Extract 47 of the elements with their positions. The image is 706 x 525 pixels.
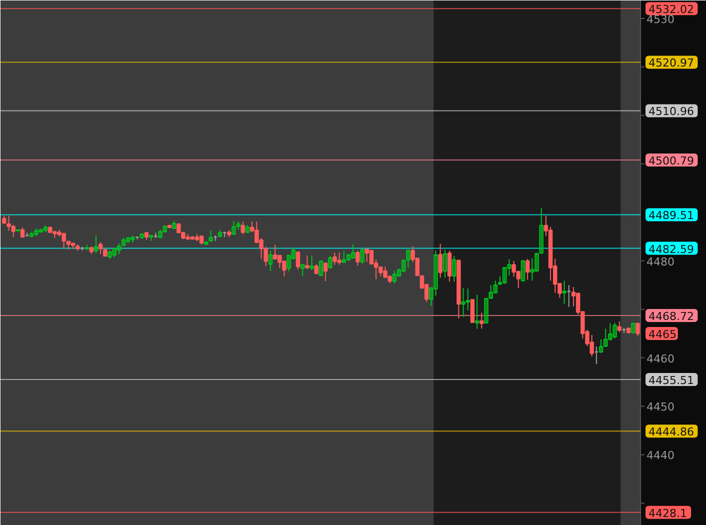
candlestick [268,250,273,272]
candlestick [350,244,356,259]
ref-line-label: 4489.51 [648,209,694,222]
ref-line-label: 4444.86 [648,426,694,439]
candlestick [369,250,374,266]
candlestick [20,226,25,238]
ref-line-label: 4520.97 [648,56,694,70]
candlestick [305,254,310,270]
candlestick [598,338,604,354]
ref-line-label: 4455.51 [648,374,694,388]
candlestick [240,221,246,235]
candlestick [617,320,622,333]
candlestick [296,251,300,270]
candlestick [356,250,360,266]
candlestick [447,250,452,282]
candlestick [208,230,213,242]
candlestick [318,260,324,276]
candlestick [342,250,346,263]
candlestick [300,264,305,277]
text: 4465 [648,328,676,342]
ref-line-label: 4468.72 [648,310,694,323]
candlestick [562,280,566,304]
candlestick [636,322,640,336]
ref-line-label: 4510.96 [648,105,694,118]
candlestick [442,249,448,278]
candlestick [525,258,530,280]
candlestick [438,243,442,278]
candlestick [520,260,526,282]
candlestick [480,312,484,330]
candlestick [360,248,364,264]
candlestick [474,294,480,330]
y-tick-label: 4460 [646,352,674,366]
y-tick-label: 4480 [646,255,674,268]
ref-line-label: 4500.79 [648,154,694,168]
candlestick [323,262,328,282]
candlestick [94,235,98,254]
candlestick [392,270,397,284]
y-tick-label: 4440 [646,449,674,462]
candlestick [328,255,332,270]
candlestick [470,299,475,323]
ref-line-label: 4428.1 [648,506,687,520]
candlestick [310,254,314,271]
y-tick-label: 4450 [646,400,674,414]
candlestick [314,264,318,275]
candlestick [452,255,456,282]
candlestick [631,322,636,334]
ref-line-label: 4482.59 [648,242,694,256]
